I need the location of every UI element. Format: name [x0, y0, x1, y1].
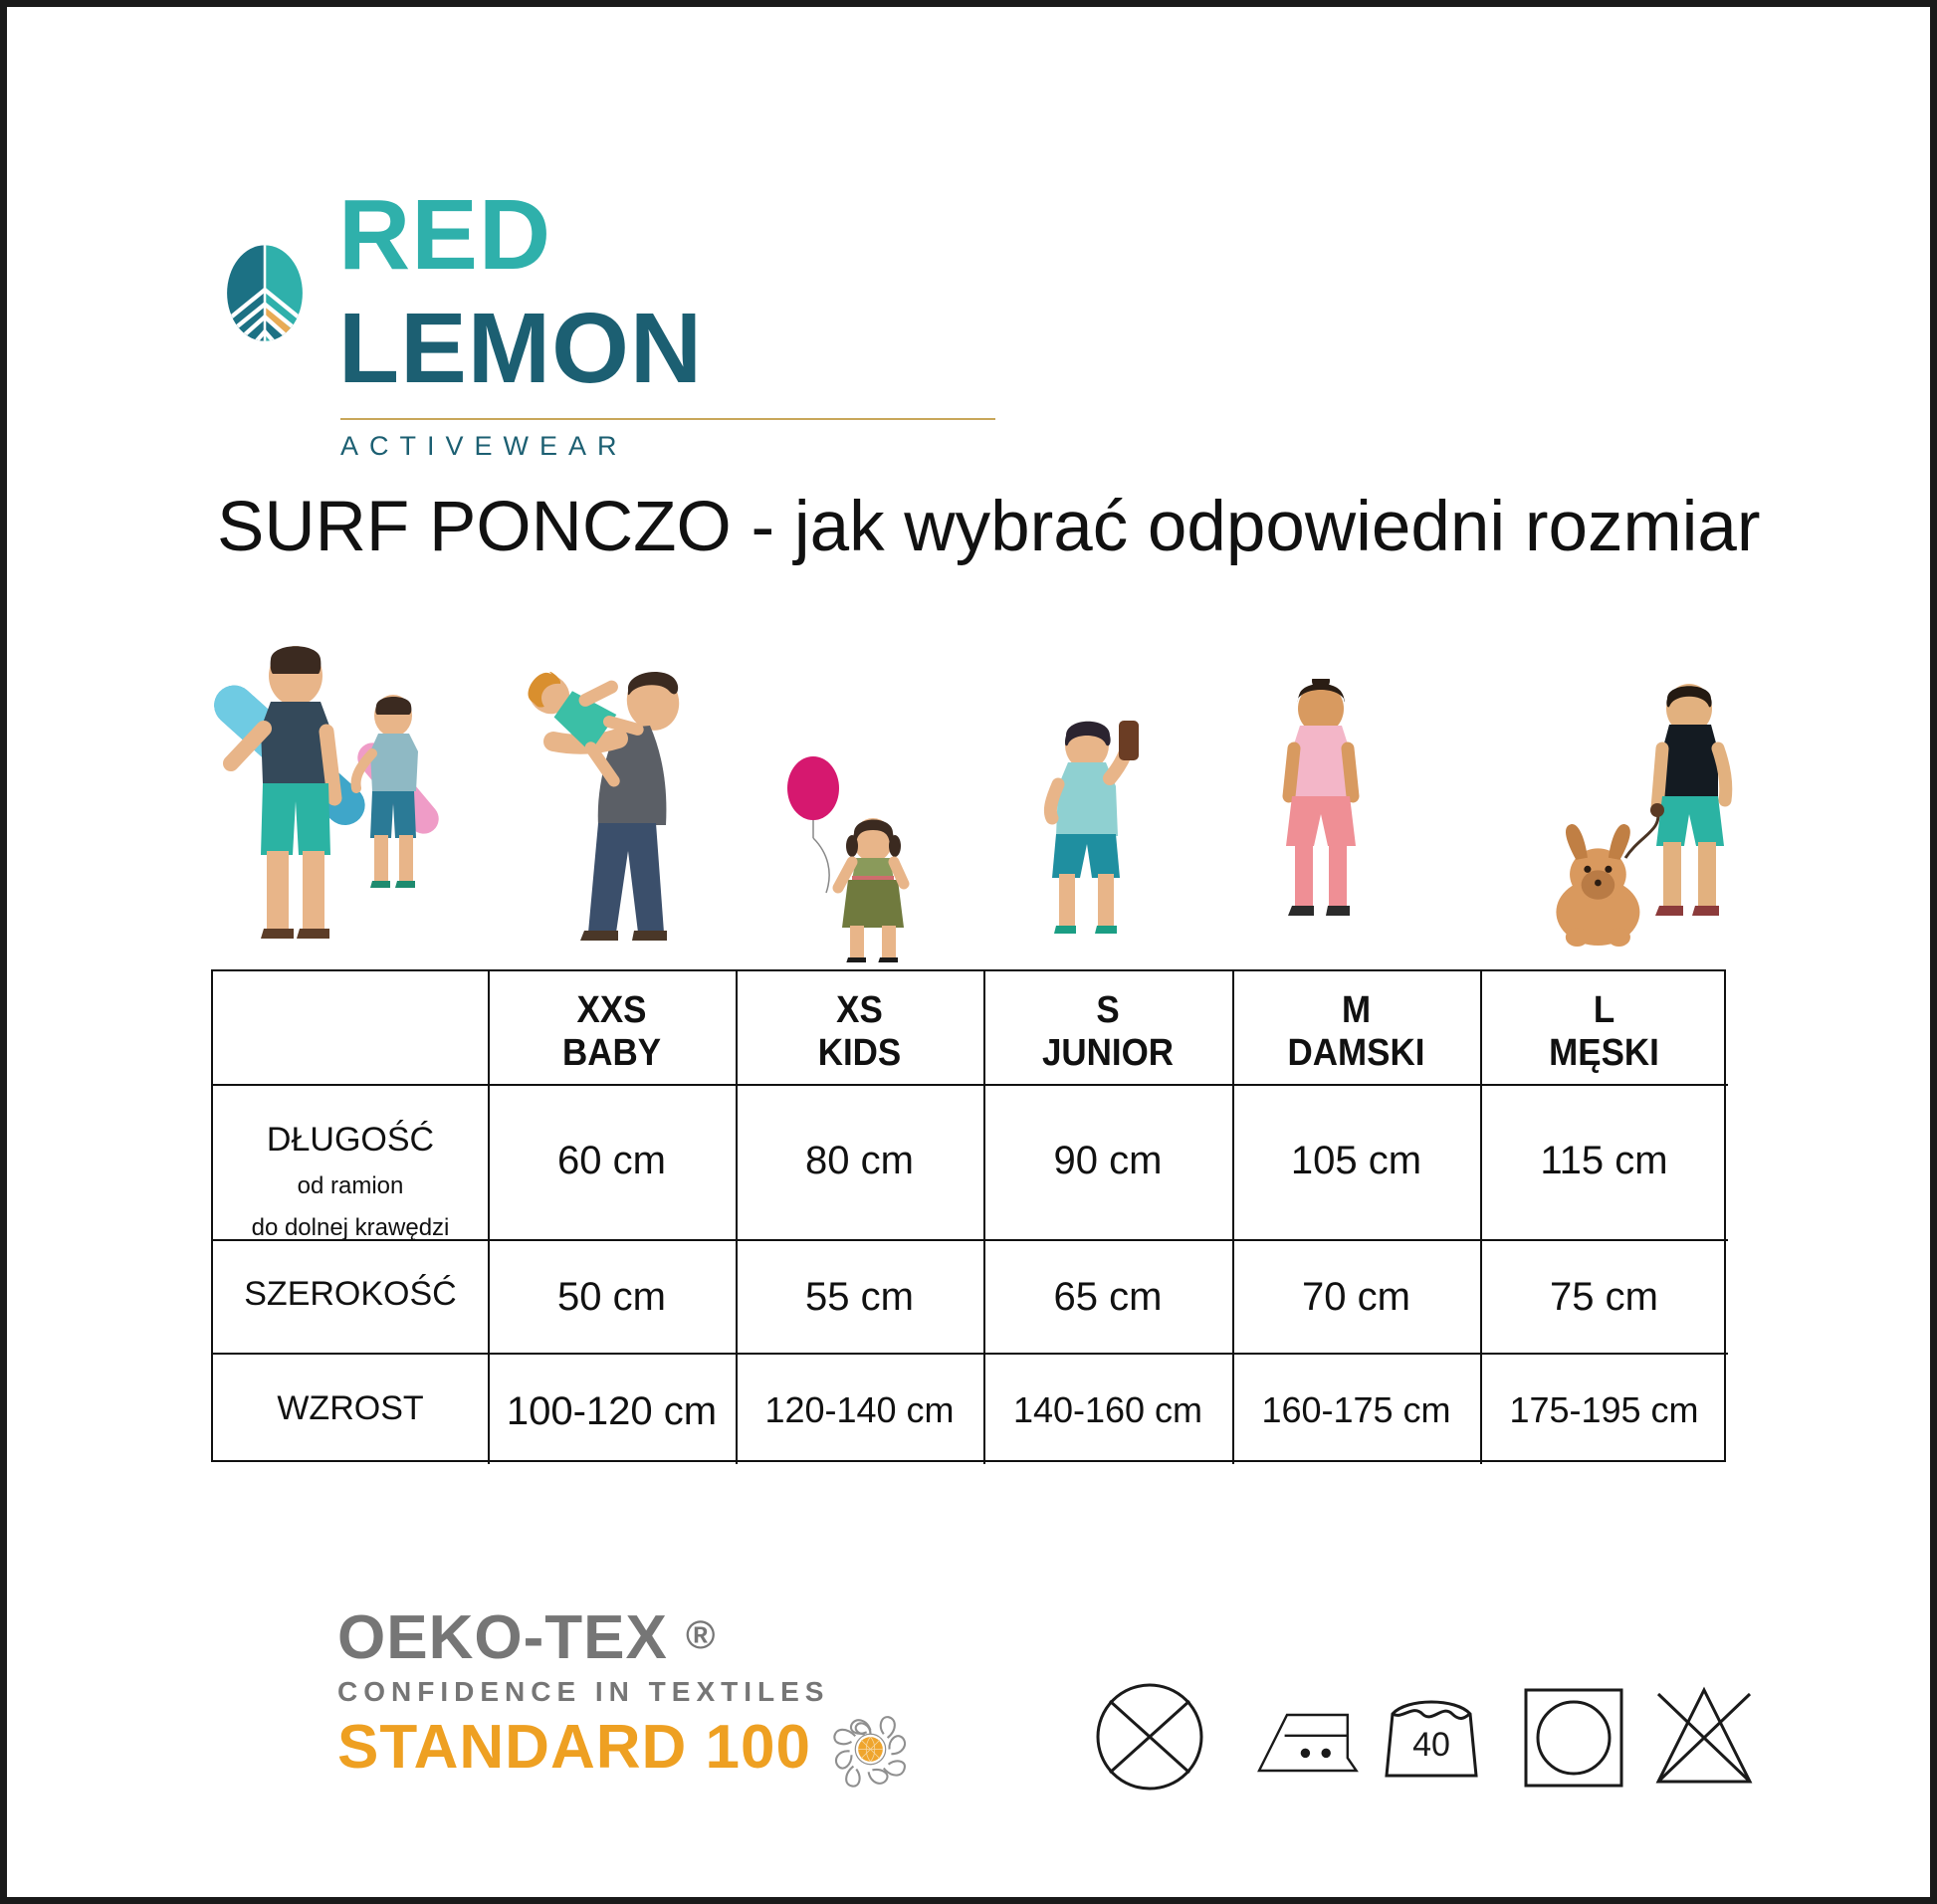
svg-text:40: 40 — [1412, 1726, 1450, 1764]
